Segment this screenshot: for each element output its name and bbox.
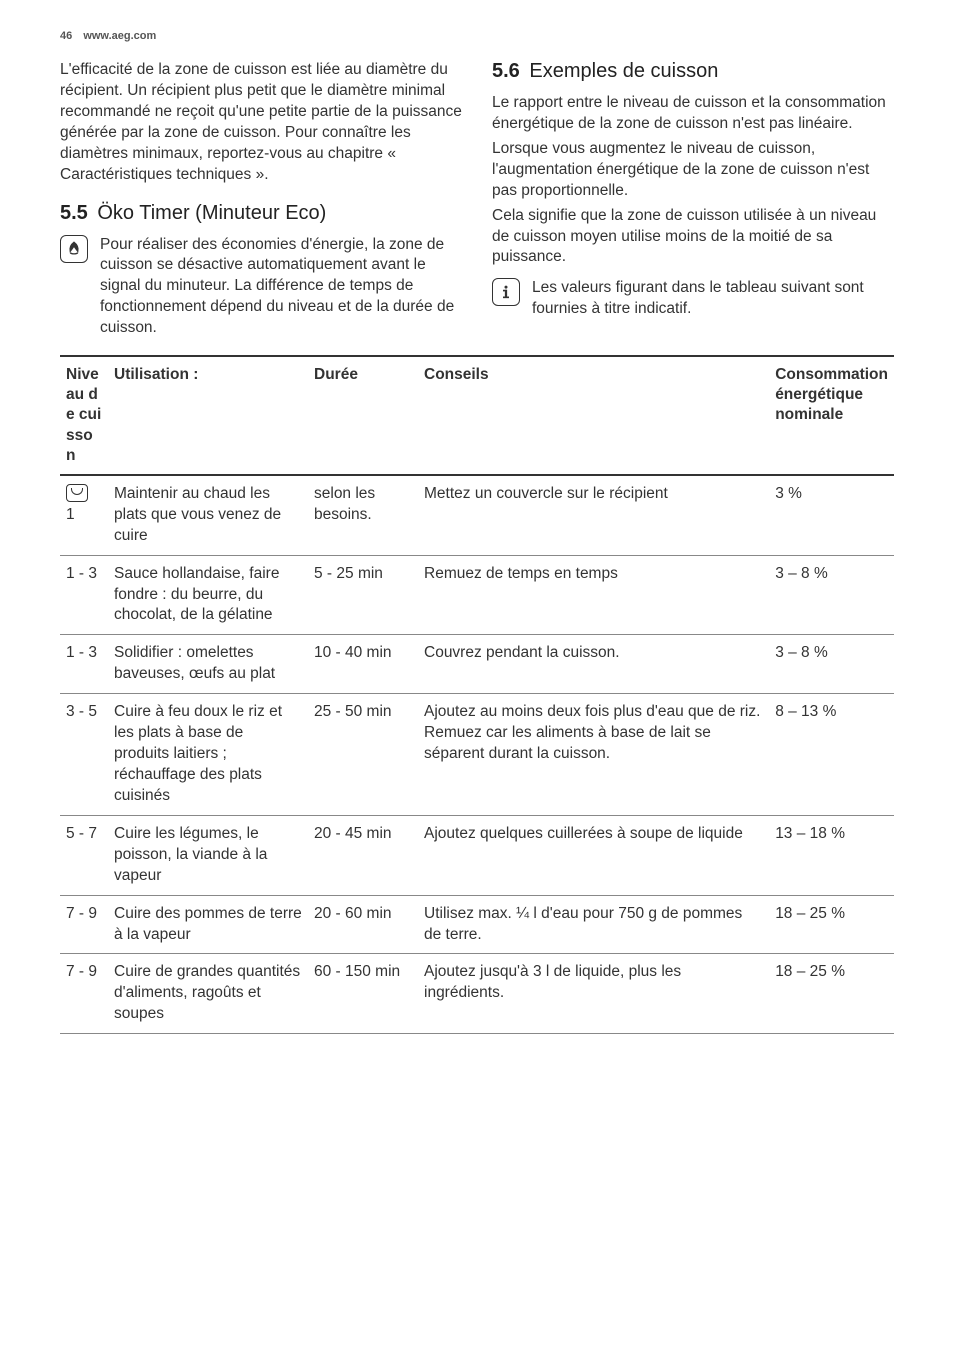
paragraph: Cela signifie que la zone de cuisson uti…	[492, 206, 894, 269]
cell-usage: Solidifier : omelettes baveuses, œufs au…	[108, 635, 308, 694]
cell-heat-level: 3 - 5	[60, 694, 108, 816]
cell-heat-level: 5 - 7	[60, 815, 108, 895]
cell-usage: Cuire de grandes quantités d'aliments, r…	[108, 954, 308, 1034]
cell-heat-level: 7 - 9	[60, 895, 108, 954]
cell-tips: Couvrez pendant la cuisson.	[418, 635, 769, 694]
cell-usage: Sauce hollandaise, faire fondre : du beu…	[108, 555, 308, 635]
table-row: 1 - 3 Sauce hollandaise, faire fondre : d…	[60, 555, 894, 635]
info-note-block: Les valeurs figurant dans le tableau sui…	[492, 278, 894, 320]
section-title: Öko Timer (Minuteur Eco)	[97, 202, 326, 224]
col-energy: Consommation énergétique nominale	[769, 356, 894, 475]
right-column: 5.6 Exemples de cuisson Le rapport entre…	[492, 60, 894, 339]
cell-energy: 18 – 25 %	[769, 954, 894, 1034]
cell-usage: Maintenir au chaud les plats que vous ve…	[108, 475, 308, 555]
section-5-6-heading: 5.6 Exemples de cuisson	[492, 60, 894, 83]
left-column: L'efficacité de la zone de cuisson est l…	[60, 60, 462, 339]
col-duration: Durée	[308, 356, 418, 475]
cell-energy: 13 – 18 %	[769, 815, 894, 895]
col-heat-level: Niveau de cuisson	[60, 356, 108, 475]
heat-level-value: 7 - 9	[66, 905, 97, 922]
heat-level-value: 1 - 3	[66, 644, 97, 661]
page-header: 46 www.aeg.com	[60, 30, 894, 42]
table-row: 7 - 9 Cuire de grandes quantités d'alimen…	[60, 954, 894, 1034]
eco-note-block: Pour réaliser des économies d'énergie, l…	[60, 235, 462, 340]
cell-heat-level: 7 - 9	[60, 954, 108, 1034]
table-row: 3 - 5 Cuire à feu doux le riz et les plat…	[60, 694, 894, 816]
cell-usage: Cuire des pommes de terre à la vapeur	[108, 895, 308, 954]
cooking-examples-table: Niveau de cuisson Utilisation : Durée Co…	[60, 355, 894, 1034]
leaf-icon	[60, 235, 88, 263]
heat-level-value: 1 - 3	[66, 565, 97, 582]
two-column-layout: L'efficacité de la zone de cuisson est l…	[60, 60, 894, 339]
cell-heat-level: 1	[60, 475, 108, 555]
cell-energy: 3 – 8 %	[769, 635, 894, 694]
info-icon	[492, 278, 520, 306]
table-row: 5 - 7 Cuire les légumes, le poisson, la v…	[60, 815, 894, 895]
cell-heat-level: 1 - 3	[60, 635, 108, 694]
keep-warm-icon	[66, 484, 88, 502]
cell-tips: Ajoutez jusqu'à 3 l de liquide, plus les…	[418, 954, 769, 1034]
table-row: 1 - 3 Solidifier : omelettes baveuses, œu…	[60, 635, 894, 694]
cell-tips: Ajoutez au moins deux fois plus d'eau qu…	[418, 694, 769, 816]
cell-tips: Mettez un couvercle sur le récipient	[418, 475, 769, 555]
table-row: 7 - 9 Cuire des pommes de terre à la vape…	[60, 895, 894, 954]
site-url: www.aeg.com	[83, 30, 156, 42]
cell-tips: Ajoutez quelques cuillerées à soupe de l…	[418, 815, 769, 895]
cell-usage: Cuire les légumes, le poisson, la viande…	[108, 815, 308, 895]
section-number: 5.5	[60, 202, 88, 224]
table-header-row: Niveau de cuisson Utilisation : Durée Co…	[60, 356, 894, 475]
table-row: 1 Maintenir au chaud les plats que vous v…	[60, 475, 894, 555]
section-number: 5.6	[492, 60, 520, 82]
cell-duration: 20 - 60 min	[308, 895, 418, 954]
cell-duration: 60 - 150 min	[308, 954, 418, 1034]
cell-duration: 20 - 45 min	[308, 815, 418, 895]
efficiency-paragraph: L'efficacité de la zone de cuisson est l…	[60, 60, 462, 186]
cell-duration: 5 - 25 min	[308, 555, 418, 635]
cell-heat-level: 1 - 3	[60, 555, 108, 635]
info-note-text: Les valeurs figurant dans le tableau sui…	[532, 278, 894, 320]
cell-tips: Remuez de temps en temps	[418, 555, 769, 635]
section-title: Exemples de cuisson	[529, 60, 718, 82]
page-number: 46	[60, 30, 72, 42]
paragraph: Le rapport entre le niveau de cuisson et…	[492, 93, 894, 135]
paragraph: Lorsque vous augmentez le niveau de cuis…	[492, 139, 894, 202]
col-tips: Conseils	[418, 356, 769, 475]
cell-energy: 3 – 8 %	[769, 555, 894, 635]
cell-usage: Cuire à feu doux le riz et les plats à b…	[108, 694, 308, 816]
cell-duration: 25 - 50 min	[308, 694, 418, 816]
heat-level-value: 3 - 5	[66, 703, 97, 720]
cell-duration: 10 - 40 min	[308, 635, 418, 694]
heat-level-value: 5 - 7	[66, 825, 97, 842]
col-usage: Utilisation :	[108, 356, 308, 475]
cell-energy: 18 – 25 %	[769, 895, 894, 954]
section-5-5-heading: 5.5 Öko Timer (Minuteur Eco)	[60, 202, 462, 225]
cell-energy: 3 %	[769, 475, 894, 555]
heat-level-value: 7 - 9	[66, 963, 97, 980]
eco-note-text: Pour réaliser des économies d'énergie, l…	[100, 235, 462, 340]
cell-tips: Utilisez max. ¼ l d'eau pour 750 g de po…	[418, 895, 769, 954]
cell-duration: selon les besoins.	[308, 475, 418, 555]
heat-level-value: 1	[66, 506, 75, 523]
cell-energy: 8 – 13 %	[769, 694, 894, 816]
